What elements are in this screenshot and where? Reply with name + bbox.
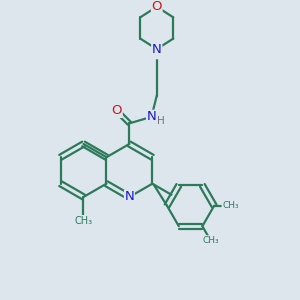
Text: O: O — [112, 104, 122, 117]
Text: CH₃: CH₃ — [74, 215, 93, 226]
Text: N: N — [152, 46, 162, 59]
Text: N: N — [152, 43, 162, 56]
Text: CH₃: CH₃ — [222, 201, 238, 210]
Text: H: H — [157, 116, 165, 126]
Text: N: N — [147, 110, 156, 123]
Text: CH₃: CH₃ — [202, 236, 219, 245]
Text: N: N — [124, 190, 134, 203]
Text: O: O — [152, 0, 162, 13]
